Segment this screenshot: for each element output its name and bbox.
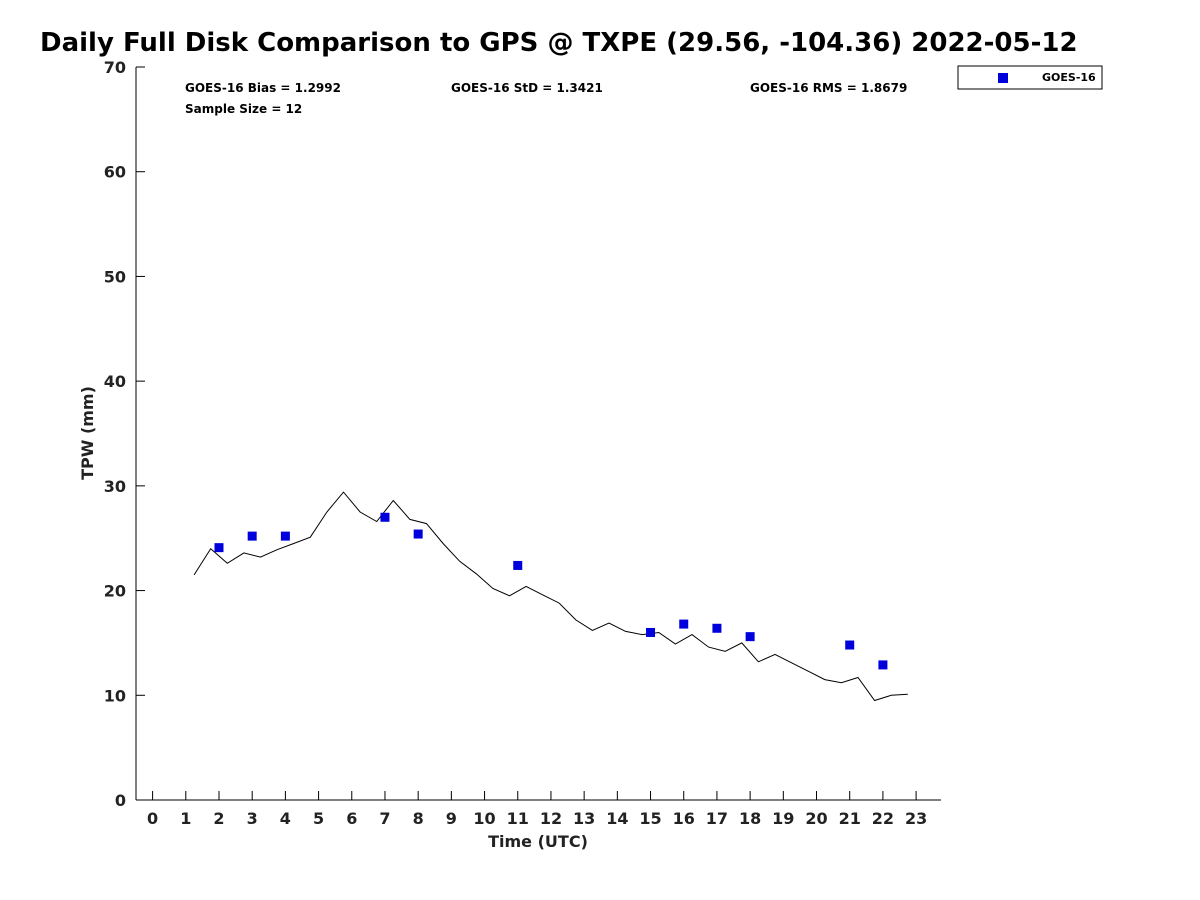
data-series <box>193 491 908 702</box>
goes16-point <box>646 627 656 637</box>
x-tick-label: 2 <box>213 809 224 828</box>
x-tick-label: 7 <box>379 809 390 828</box>
x-tick-label: 12 <box>540 809 562 828</box>
x-tick-label: 11 <box>507 809 529 828</box>
y-axis-label: TPW (mm) <box>78 386 97 480</box>
goes16-point <box>247 531 257 541</box>
goes16-point <box>413 529 423 539</box>
x-tick-label: 22 <box>872 809 894 828</box>
goes16-point <box>745 632 755 642</box>
gps-tpw-line <box>193 491 908 702</box>
x-tick-label: 18 <box>739 809 761 828</box>
x-tick-label: 16 <box>673 809 695 828</box>
x-tick-label: 17 <box>706 809 728 828</box>
legend-marker-goes16 <box>998 73 1008 83</box>
y-tick-label: 50 <box>104 267 126 286</box>
goes16-point <box>845 640 855 650</box>
x-tick-label: 20 <box>805 809 827 828</box>
goes16-point <box>214 543 224 553</box>
legend: GOES-16 <box>957 65 1103 90</box>
goes16-point <box>679 619 689 629</box>
goes16-point <box>380 512 390 522</box>
x-tick-label: 5 <box>313 809 324 828</box>
x-tick-label: 1 <box>180 809 191 828</box>
x-axis-label: Time (UTC) <box>488 832 588 851</box>
y-tick-label: 70 <box>104 58 126 77</box>
y-tick-label: 40 <box>104 372 126 391</box>
y-tick-label: 60 <box>104 163 126 182</box>
stat-rms: GOES-16 RMS = 1.8679 <box>750 81 907 95</box>
legend-box <box>957 65 1103 90</box>
y-tick-label: 20 <box>104 582 126 601</box>
stat-bias: GOES-16 Bias = 1.2992 <box>185 81 341 95</box>
x-tick-label: 9 <box>446 809 457 828</box>
x-tick-label: 19 <box>772 809 794 828</box>
x-tick-label: 10 <box>473 809 495 828</box>
x-tick-label: 23 <box>905 809 927 828</box>
x-tick-label: 14 <box>606 809 628 828</box>
x-tick-label: 4 <box>280 809 291 828</box>
x-tick-label: 3 <box>247 809 258 828</box>
goes16-point <box>280 531 290 541</box>
x-tick-label: 13 <box>573 809 595 828</box>
goes16-point <box>712 623 722 633</box>
y-tick-label: 10 <box>104 686 126 705</box>
goes16-point <box>513 560 523 570</box>
stat-sample-size: Sample Size = 12 <box>185 102 302 116</box>
legend-label-goes16: GOES-16 <box>1042 71 1096 84</box>
y-tick-label: 30 <box>104 477 126 496</box>
x-tick-label: 21 <box>839 809 861 828</box>
x-tick-label: 6 <box>346 809 357 828</box>
x-tick-label: 0 <box>147 809 158 828</box>
x-tick-label: 15 <box>639 809 661 828</box>
goes16-point <box>878 660 888 670</box>
x-tick-label: 8 <box>413 809 424 828</box>
chart-title: Daily Full Disk Comparison to GPS @ TXPE… <box>40 28 1078 58</box>
y-tick-label: 0 <box>115 791 126 810</box>
stat-std: GOES-16 StD = 1.3421 <box>451 81 603 95</box>
